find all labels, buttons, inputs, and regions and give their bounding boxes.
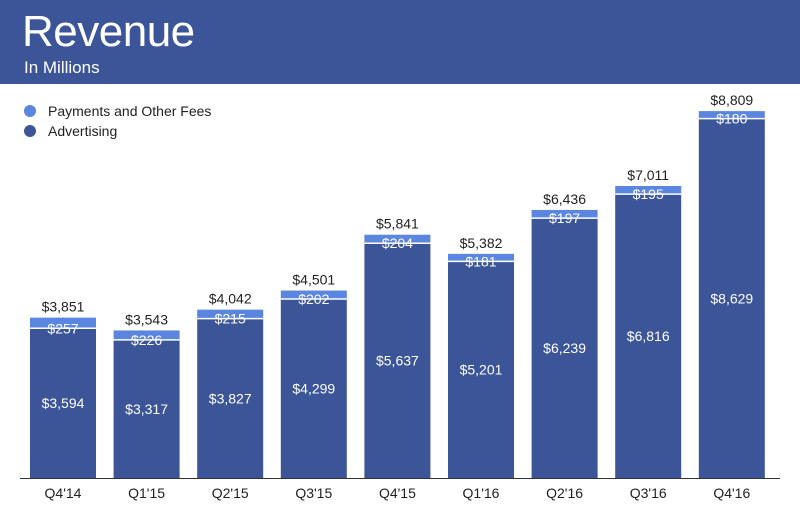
bar-advertising-5 (448, 261, 514, 478)
x-tick-label-7: Q3'16 (630, 485, 667, 501)
bar-advertising-2 (197, 318, 264, 478)
data-label-payments-4: $204 (382, 235, 413, 251)
bar-payments-6 (531, 209, 598, 219)
data-label-total-4: $5,841 (376, 216, 419, 232)
x-tick-label-5: Q1'16 (463, 485, 500, 501)
x-tick-label-0: Q4'14 (45, 485, 82, 501)
data-label-advertising-7: $6,816 (627, 328, 670, 344)
data-label-total-6: $6,436 (543, 191, 586, 207)
data-label-payments-1: $226 (131, 332, 162, 348)
bar-advertising-3 (280, 298, 347, 478)
x-tick-label-6: Q2'16 (546, 485, 583, 501)
data-label-total-8: $8,809 (710, 92, 753, 108)
legend-swatch-advertising (24, 125, 36, 137)
chart-subtitle: In Millions (24, 58, 100, 77)
data-label-total-7: $7,011 (627, 167, 669, 183)
bar-payments-4 (364, 234, 431, 244)
data-label-advertising-4: $5,637 (376, 353, 419, 369)
x-tick-label-2: Q2'15 (212, 485, 249, 501)
legend-label-payments: Payments and Other Fees (48, 103, 212, 119)
bar-payments-1 (113, 330, 180, 340)
data-label-payments-6: $197 (549, 210, 580, 226)
data-label-total-1: $3,543 (125, 311, 168, 327)
data-label-payments-5: $181 (465, 253, 496, 269)
data-label-total-0: $3,851 (42, 299, 85, 315)
chart-legend: Payments and Other Fees Advertising (24, 101, 211, 141)
data-label-total-5: $5,382 (460, 235, 503, 251)
bar-payments-8 (698, 111, 765, 119)
bar-advertising-0 (30, 328, 96, 478)
bar-payments-3 (280, 290, 347, 299)
data-label-advertising-2: $3,827 (209, 390, 252, 406)
legend-item-payments: Payments and Other Fees (24, 101, 211, 121)
data-label-payments-3: $202 (298, 291, 329, 307)
data-label-total-2: $4,042 (209, 291, 252, 307)
data-label-advertising-5: $5,201 (460, 362, 503, 378)
data-label-total-3: $4,501 (292, 272, 335, 288)
data-label-payments-0: $257 (47, 320, 78, 336)
data-label-payments-7: $195 (633, 186, 664, 202)
data-label-advertising-0: $3,594 (42, 395, 85, 411)
bar-payments-2 (197, 309, 264, 319)
data-label-advertising-6: $6,239 (543, 340, 586, 356)
bar-advertising-1 (113, 339, 180, 478)
bar-advertising-8 (698, 118, 765, 479)
data-label-payments-2: $215 (215, 311, 246, 327)
x-tick-label-3: Q3'15 (295, 485, 332, 501)
data-label-payments-8: $180 (716, 111, 747, 127)
bar-advertising-7 (615, 194, 682, 479)
bar-advertising-4 (364, 243, 431, 478)
data-label-advertising-1: $3,317 (125, 401, 168, 417)
data-label-advertising-8: $8,629 (710, 290, 753, 306)
legend-item-advertising: Advertising (24, 121, 211, 141)
chart-title: Revenue (22, 7, 195, 56)
legend-swatch-payments (24, 105, 36, 117)
bar-payments-5 (448, 253, 514, 262)
x-tick-label-8: Q4'16 (713, 485, 750, 501)
chart-header: Revenue In Millions (0, 0, 800, 84)
bar-advertising-6 (531, 218, 598, 479)
x-tick-label-1: Q1'15 (128, 485, 165, 501)
legend-label-advertising: Advertising (48, 123, 118, 139)
bar-payments-7 (615, 185, 682, 195)
x-tick-label-4: Q4'15 (379, 485, 416, 501)
bar-payments-0 (30, 317, 96, 329)
data-label-advertising-3: $4,299 (292, 380, 335, 396)
